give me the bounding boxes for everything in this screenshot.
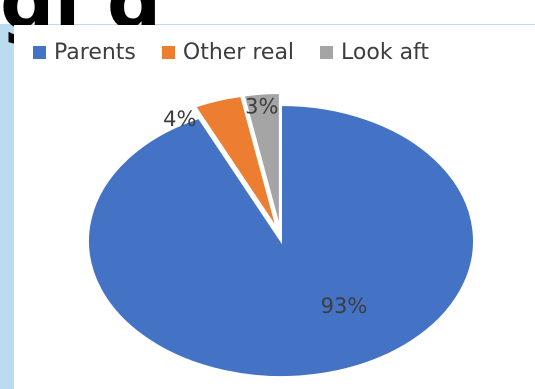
chart-legend: Parents Other real Look aft	[33, 40, 429, 65]
pie-slice-parents	[87, 103, 475, 378]
legend-item-other-real: Other real	[161, 40, 295, 65]
legend-label-look-after: Look aft	[341, 40, 430, 65]
legend-swatch-parents	[33, 46, 46, 59]
chart-panel: Parents Other real Look aft 93% 4% 3%	[14, 25, 535, 389]
top-band	[0, 0, 535, 24]
legend-swatch-look-after	[320, 46, 334, 59]
pie-chart: 93% 4% 3%	[87, 92, 475, 378]
legend-item-look-after: Look aft	[320, 40, 429, 65]
pie-slice-look-aft	[242, 92, 281, 230]
pie-slice-other-real	[193, 94, 279, 231]
data-label-look-aft: 3%	[245, 94, 278, 118]
legend-label-parents: Parents	[54, 40, 136, 65]
data-label-other-real: 4%	[163, 107, 196, 131]
legend-swatch-other-real	[161, 46, 175, 59]
legend-item-parents: Parents	[33, 40, 136, 65]
legend-label-other-real: Other real	[182, 40, 295, 65]
data-label-parents: 93%	[321, 294, 368, 318]
